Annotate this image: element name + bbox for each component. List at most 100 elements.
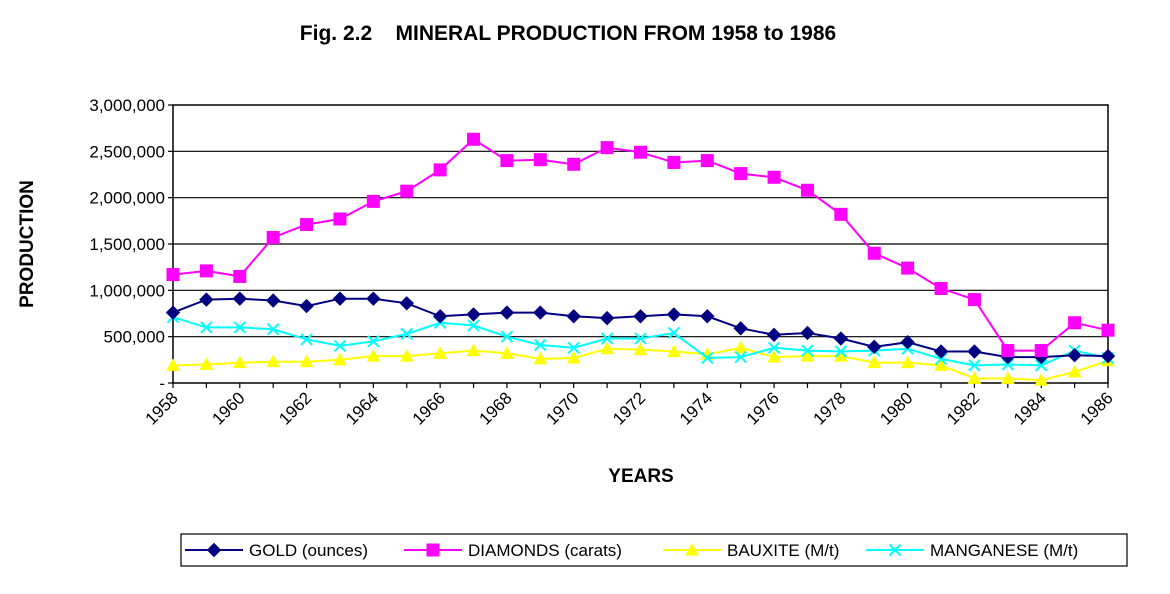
data-point-bauxite — [466, 343, 481, 357]
data-point-bauxite — [1067, 364, 1082, 378]
data-point-gold — [967, 344, 982, 359]
data-point-gold — [332, 291, 348, 306]
data-point-bauxite — [266, 354, 281, 368]
y-tick-label: 2,000,000 — [89, 189, 165, 208]
x-tick-label: 1978 — [810, 388, 850, 428]
data-point-manganese — [634, 332, 647, 345]
marker-stroke — [266, 323, 280, 336]
data-point-diamonds — [734, 167, 748, 181]
legend: GOLD (ounces) DIAMONDS (carats) BAUXITE (M… — [180, 533, 1128, 567]
data-point-gold — [933, 344, 949, 359]
data-point-manganese — [333, 339, 347, 353]
x-tick-label: 1974 — [676, 388, 716, 428]
legend-label: MANGANESE (M/t) — [930, 541, 1078, 560]
data-point-manganese — [701, 351, 714, 365]
y-tick-label: 1,500,000 — [89, 235, 165, 254]
marker-stroke — [467, 319, 480, 332]
data-point-bauxite — [633, 342, 648, 356]
x-tick-label: 1980 — [876, 388, 916, 428]
x-tick-label: 1962 — [275, 388, 315, 428]
data-point-gold — [399, 296, 414, 311]
data-point-bauxite — [199, 357, 214, 370]
chart-title: Fig. 2.2 MINERAL PRODUCTION FROM 1958 to… — [300, 22, 836, 45]
data-point-gold — [466, 307, 481, 322]
data-point-gold — [800, 325, 815, 341]
x-tick-label: 1964 — [342, 388, 382, 428]
data-point-gold — [766, 327, 782, 343]
y-tick-label: 2,500,000 — [89, 142, 165, 161]
data-point-manganese — [667, 326, 681, 340]
data-point-diamonds — [233, 269, 247, 283]
data-point-diamonds — [967, 293, 981, 307]
marker-stroke — [888, 543, 902, 557]
data-point-bauxite — [399, 349, 414, 362]
data-point-diamonds — [300, 218, 314, 232]
data-point-gold — [900, 335, 915, 350]
data-point-diamonds — [1001, 344, 1015, 358]
data-point-gold — [366, 291, 381, 306]
data-point-gold — [165, 305, 181, 320]
data-point-gold — [1100, 348, 1116, 364]
legend-box — [180, 533, 1128, 567]
x-tick-label: 1976 — [743, 388, 783, 428]
marker-stroke — [1035, 359, 1048, 372]
y-tick-label: 1,000,000 — [89, 281, 165, 300]
x-tick-label: 1984 — [1010, 388, 1050, 428]
legend-marker — [685, 542, 699, 556]
data-point-gold — [599, 310, 615, 326]
legend-label: DIAMONDS (carats) — [468, 541, 622, 560]
data-point-bauxite — [366, 349, 381, 362]
marker-stroke — [667, 326, 681, 340]
legend-marker — [888, 543, 902, 557]
data-point-gold — [299, 298, 314, 314]
data-point-manganese — [1001, 358, 1015, 371]
marker-stroke — [767, 341, 781, 354]
data-point-manganese — [500, 330, 514, 343]
data-point-manganese — [600, 332, 614, 345]
series-gold — [165, 291, 1116, 365]
marker-stroke — [734, 350, 747, 364]
y-tick-label: - — [159, 374, 165, 393]
data-point-manganese — [801, 344, 814, 357]
data-point-manganese — [534, 338, 547, 352]
data-point-gold — [633, 309, 648, 324]
data-point-diamonds — [266, 231, 280, 245]
data-point-bauxite — [667, 344, 681, 357]
data-point-diamonds — [433, 163, 447, 177]
y-axis-tick-labels: - 500,000 1,000,000 1,500,000 2,000,000 2,500… — [89, 96, 165, 393]
marker-stroke — [968, 359, 981, 372]
data-point-gold — [700, 309, 715, 324]
data-point-bauxite — [166, 358, 180, 371]
data-point-bauxite — [867, 355, 882, 369]
data-point-bauxite — [299, 354, 314, 368]
data-point-bauxite — [600, 341, 614, 355]
x-tick-label: 1986 — [1077, 388, 1117, 428]
data-point-gold — [867, 339, 882, 355]
data-point-gold — [533, 305, 548, 320]
y-tick-label: 500,000 — [104, 328, 165, 347]
legend-marker — [426, 543, 440, 557]
data-point-bauxite — [566, 350, 581, 364]
series-diamonds — [166, 132, 1115, 358]
x-tick-label: 1970 — [542, 388, 582, 428]
marker-stroke — [701, 351, 714, 365]
legend-label: BAUXITE (M/t) — [727, 541, 839, 560]
series-bauxite — [166, 340, 1115, 386]
data-point-diamonds — [800, 183, 814, 197]
data-point-diamonds — [166, 268, 180, 282]
data-point-diamonds — [834, 207, 848, 221]
marker-stroke — [233, 321, 246, 334]
data-point-manganese — [300, 333, 313, 346]
data-point-bauxite — [767, 350, 781, 363]
marker-stroke — [600, 332, 614, 345]
x-tick-label: 1968 — [476, 388, 516, 428]
data-point-bauxite — [433, 346, 447, 359]
data-point-diamonds — [500, 154, 514, 168]
data-point-manganese — [934, 352, 948, 366]
x-tick-label: 1966 — [409, 388, 449, 428]
data-point-diamonds — [199, 264, 213, 278]
legend-item-gold: GOLD (ounces) — [185, 541, 368, 560]
marker-stroke — [333, 339, 347, 353]
marker-stroke — [934, 352, 948, 366]
data-point-gold — [566, 309, 581, 324]
